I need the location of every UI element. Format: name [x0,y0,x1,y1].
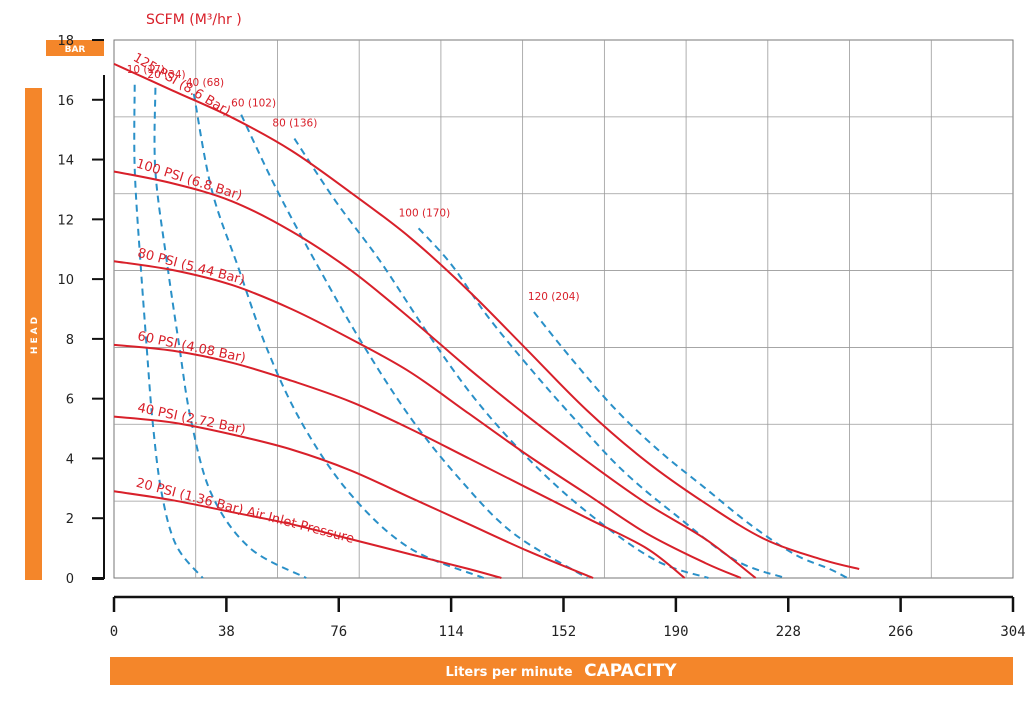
x-tick-label: 114 [438,624,463,640]
grid [113,39,1014,579]
y-tick-label: 14 [57,154,74,169]
air-curve-label-2: 40 (68) [186,77,224,89]
x-tick-label: 76 [330,624,347,640]
y-tick-label: 12 [57,213,74,228]
air-curve-0 [133,84,204,579]
y-axis-title-band [25,88,42,580]
pressure-curves [113,62,860,579]
axes: 0 2 4 6 8 10 12 14 16 18 0 38 76 114 152 190 228 266 304 [57,34,1025,640]
y-unit-tab [46,40,104,56]
plot-border [113,39,1014,579]
pressure-curve-label-1: 100 PSI (6.8 Bar) [134,157,244,204]
y-tick-label: 2 [66,512,74,527]
y-axis-title: HEAD [30,314,40,354]
air-curve-label-1: 20 (34) [147,69,185,81]
x-tick-label: 266 [888,624,913,640]
y-unit-label: BAR [65,45,86,55]
air-curve-label-3: 60 (102) [231,98,276,110]
x-axis-title-main: CAPACITY [584,661,677,681]
x-tick-label: 38 [218,624,235,640]
air-curve-label-5: 100 (170) [399,207,451,219]
y-tick-label: 18 [57,34,74,49]
air-curve-label-6: 120 (204) [528,291,580,303]
x-tick-label: 228 [776,624,801,640]
pressure-curve-label-5: 20 PSI (1.36 Bar) Air Inlet Pressure [134,476,355,547]
y-tick-label: 10 [57,273,74,288]
air-curve-4 [293,138,709,579]
x-tick-label: 0 [110,624,118,640]
y-tick-label: 16 [57,94,74,109]
x-axis-title-band [110,657,1013,685]
x-tick-label: 190 [663,624,688,640]
chart-title: SCFM (M³/hr ) [146,12,242,28]
pressure-curve-5 [113,490,502,579]
air-curve-label-4: 80 (136) [272,118,317,130]
pressure-curve-1 [113,170,757,579]
air-curve-1 [153,87,307,579]
y-tick-label: 0 [66,572,74,587]
x-axis-title: Liters per minute CAPACITY [445,661,677,681]
y-tick-label: 8 [66,333,74,348]
x-tick-label: 304 [1000,624,1025,640]
pressure-curve-2 [113,260,742,579]
y-tick-label: 4 [66,452,74,467]
air-curve-3 [240,114,588,579]
air-curve-6 [533,311,848,579]
pressure-curve-4 [113,415,594,579]
y-tick-label: 6 [66,393,74,408]
air-curve-label-0: 10 (17) [127,64,165,76]
pressure-curve-3 [113,343,686,579]
x-tick-label: 152 [551,624,576,640]
pressure-curve-0 [113,62,860,570]
x-axis-title-prefix: Liters per minute [445,665,572,680]
